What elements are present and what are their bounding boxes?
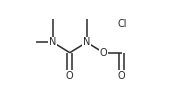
Text: O: O (66, 71, 74, 81)
Text: N: N (83, 37, 90, 47)
Text: N: N (49, 37, 56, 47)
Text: O: O (118, 71, 126, 81)
Text: O: O (100, 48, 107, 58)
Text: Cl: Cl (117, 19, 127, 29)
